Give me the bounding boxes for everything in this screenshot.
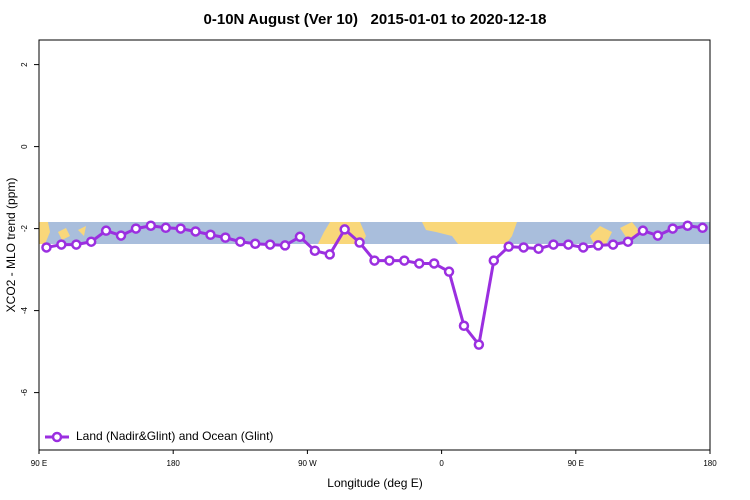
- x-axis-label: Longitude (deg E): [327, 476, 422, 490]
- data-point: [622, 236, 634, 247]
- data-point: [56, 239, 67, 250]
- y-axis-label: XCO2 - MLO trend (ppm): [4, 178, 18, 313]
- x-tick-label: 180: [703, 459, 717, 468]
- data-point: [428, 258, 440, 269]
- ocean-band: [39, 222, 710, 244]
- data-point: [548, 239, 559, 250]
- data-point: [458, 320, 470, 332]
- land: [39, 222, 50, 244]
- data-point: [294, 231, 306, 243]
- land: [620, 222, 640, 240]
- land: [422, 222, 517, 244]
- land: [78, 226, 86, 236]
- x-tick-label: 90 W: [298, 459, 317, 468]
- y-tick-label: -6: [20, 388, 29, 396]
- data-point: [279, 240, 291, 251]
- data-point: [220, 232, 231, 243]
- land: [590, 226, 612, 244]
- data-point: [563, 239, 574, 250]
- data-point: [652, 230, 664, 241]
- x-tick-label: 90 E: [568, 459, 584, 468]
- data-point: [85, 236, 97, 247]
- data-point: [339, 224, 350, 235]
- data-point: [443, 266, 455, 277]
- map-band: [39, 222, 710, 244]
- data-point: [518, 242, 529, 253]
- y-tick-label: -2: [20, 224, 29, 232]
- data-point: [413, 258, 425, 269]
- data-point: [264, 239, 276, 250]
- legend-label: Land (Nadir&Glint) and Ocean (Glint): [76, 429, 273, 443]
- data-point: [592, 240, 604, 251]
- data-point: [399, 255, 410, 266]
- data-point: [473, 339, 485, 350]
- data-point: [384, 255, 395, 266]
- data-point: [697, 222, 708, 234]
- data-point: [190, 226, 201, 237]
- plot-frame: [38, 39, 711, 451]
- data-point: [100, 225, 112, 236]
- data-point: [667, 223, 678, 234]
- x-tick-label: 0: [439, 459, 444, 468]
- data-point: [115, 230, 127, 241]
- data-point: [607, 239, 619, 250]
- data-point: [354, 237, 365, 248]
- data-point: [324, 249, 336, 260]
- data-point: [533, 243, 544, 254]
- x-tick-label: 90 E: [31, 459, 47, 468]
- data-point: [249, 238, 261, 250]
- legend-marker: [51, 431, 63, 443]
- y-tick-label: 0: [20, 144, 29, 149]
- data-point: [71, 239, 82, 250]
- land: [58, 228, 70, 240]
- data-point: [578, 242, 589, 253]
- data-point: [160, 222, 171, 234]
- y-tick-label: -4: [20, 306, 29, 314]
- data-point: [205, 229, 216, 240]
- data-point: [503, 241, 514, 252]
- data-point: [145, 220, 157, 231]
- data-point: [682, 220, 693, 231]
- data-point: [369, 255, 380, 266]
- data-point: [41, 242, 52, 253]
- data-point: [175, 223, 186, 234]
- data-point: [309, 245, 321, 256]
- data-point: [130, 223, 142, 234]
- y-tick-label: 2: [20, 62, 29, 67]
- data-point: [637, 225, 649, 236]
- data-point: [488, 255, 500, 266]
- chart-title: 0-10N August (Ver 10) 2015-01-01 to 2020…: [204, 11, 547, 28]
- x-tick-label: 180: [167, 459, 181, 468]
- data-point: [235, 236, 246, 247]
